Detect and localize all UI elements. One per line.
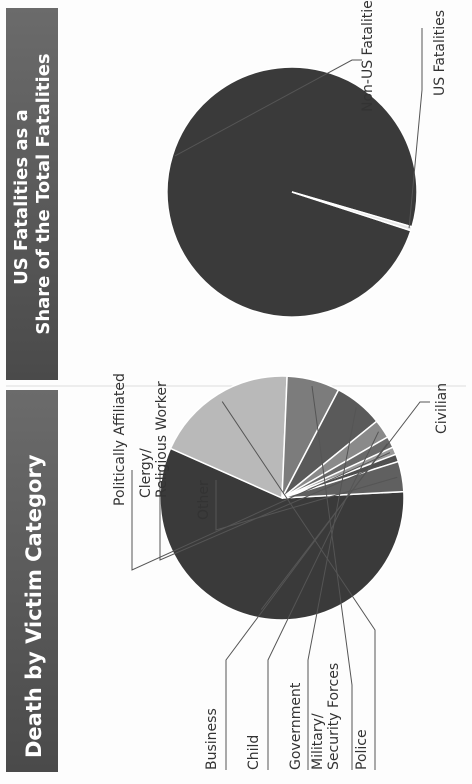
slice-label-line: Security Forces (326, 663, 342, 770)
callout-line-clergy-religious-worker (159, 459, 393, 561)
pie-slice-police (169, 375, 288, 500)
callout-line-civilian (260, 401, 430, 610)
panel-title-banner (6, 8, 58, 380)
slice-label-military-security-forces: Military/Security Forces (310, 663, 342, 770)
victim-category-pie (159, 375, 405, 621)
slice-label-line: Politically Affiliated (112, 373, 128, 506)
callout-line-non-us-fatalities (174, 59, 362, 157)
panel-title: US Fatalities as a Share of the Total Fa… (11, 53, 54, 334)
panel-title: Death by Victim Category (22, 454, 46, 758)
panel-title-banner (6, 390, 58, 772)
slice-label-line: Religious Worker (154, 381, 170, 498)
slice-label-line: Business (204, 708, 220, 770)
slice-label-clergy-religious-worker: Clergy/Religious Worker (138, 381, 170, 498)
panel-title-line-2: Share of the Total Fatalities (33, 53, 54, 334)
slice-label-business: Business (204, 708, 220, 770)
callout-line-us-fatalities (408, 28, 423, 229)
slice-label-government: Government (288, 682, 304, 770)
slice-label-line: Military/ (310, 713, 326, 770)
pie-slice-other (281, 460, 405, 499)
callout-line-child (267, 431, 379, 770)
slice-label-line: Civilian (434, 383, 450, 434)
slice-label-police: Police (354, 729, 370, 770)
callout-line-other (215, 476, 398, 531)
slice-label-line: Clergy/ (138, 448, 154, 498)
slice-label-line: Child (246, 735, 262, 770)
us-share-pie (166, 66, 418, 318)
callout-line-police (221, 401, 376, 770)
panel-title-line-1: US Fatalities as a (11, 109, 32, 285)
callout-line-politically-affiliated (131, 452, 391, 571)
slice-label-line: Non-US Fatalities (360, 0, 376, 112)
slice-label-line: Police (354, 729, 370, 770)
rotated-content: Death by Victim Category Civilian Police M… (6, 0, 466, 772)
pie-slice-us-fatalities (291, 191, 413, 232)
slice-label-us-fatalities: US Fatalities (432, 10, 448, 96)
slice-label-line: Other (196, 480, 212, 520)
us-share-labels: Non-US Fatalities US Fatalities (174, 0, 448, 229)
slice-label-politically-affiliated: Politically Affiliated (112, 373, 128, 506)
slice-label-line: Government (288, 682, 304, 770)
victim-category-panel: Death by Victim Category Civilian Police M… (6, 373, 466, 772)
callout-line-military-security-forces (311, 385, 353, 770)
slice-label-other: Other (196, 480, 212, 520)
slice-label-civilian: Civilian (434, 383, 450, 434)
slice-label-line: US Fatalities (432, 10, 448, 96)
slice-label-child: Child (246, 735, 262, 770)
slice-label-non-us-fatalities: Non-US Fatalities (360, 0, 376, 112)
us-share-panel: US Fatalities as a Share of the Total Fa… (6, 0, 448, 380)
callout-line-government (307, 407, 357, 770)
callout-line-business (225, 443, 388, 770)
